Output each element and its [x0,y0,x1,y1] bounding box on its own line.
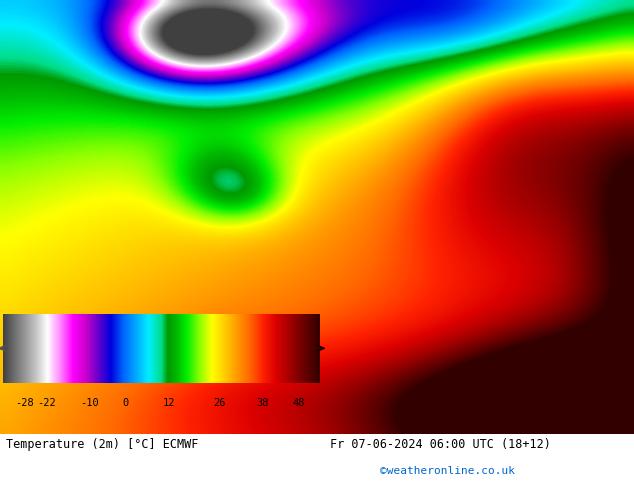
Text: -22: -22 [37,397,56,408]
Text: Fr 07-06-2024 06:00 UTC (18+12): Fr 07-06-2024 06:00 UTC (18+12) [330,438,550,451]
Text: 38: 38 [256,397,269,408]
Text: -10: -10 [81,397,99,408]
Text: 26: 26 [213,397,226,408]
Text: Temperature (2m) [°C] ECMWF: Temperature (2m) [°C] ECMWF [6,438,198,451]
Text: 48: 48 [292,397,305,408]
Text: ©weatheronline.co.uk: ©weatheronline.co.uk [380,466,515,476]
Text: -28: -28 [15,397,34,408]
Text: 12: 12 [163,397,175,408]
Text: 0: 0 [122,397,129,408]
